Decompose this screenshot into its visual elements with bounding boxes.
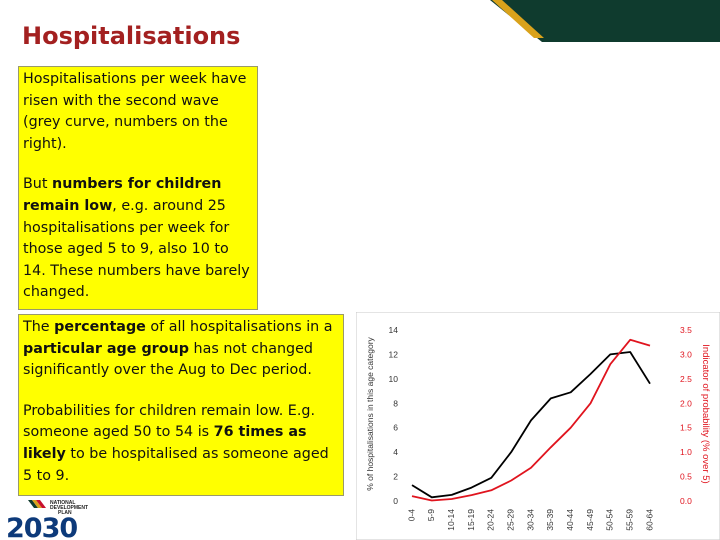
paragraph-children: But numbers for children remain low, e.g… — [23, 176, 250, 301]
age-hospitalisation-chart: % of hospitalisations in this age catego… — [356, 312, 720, 540]
x-tick-label: 55-59 — [624, 509, 634, 531]
text-box-percentage: The percentage of all hospitalisations i… — [18, 314, 344, 496]
y-left-tick-label: 2 — [393, 472, 398, 482]
logo-line3: PLAN — [58, 510, 72, 516]
y-left-tick-label: 6 — [393, 423, 398, 433]
header-decoration — [490, 0, 720, 42]
x-tick-label: 0-4 — [406, 509, 416, 522]
y-right-tick-label: 3.0 — [680, 349, 692, 359]
x-tick-label: 35-39 — [545, 509, 555, 531]
x-axis-ticks: 0-4 5-9 10-14 15-19 20-24 25-29 30-34 35-39 40-4… — [406, 509, 654, 531]
y-right-tick-label: 1.0 — [680, 447, 692, 457]
y-left-tick-label: 4 — [393, 447, 398, 457]
logo-year: 2030 — [6, 513, 77, 540]
y-axis-left-ticks: 0 2 4 6 8 10 12 14 — [389, 325, 399, 506]
x-tick-label: 15-19 — [466, 509, 476, 531]
header-decoration-green — [490, 0, 720, 42]
paragraph-weekly: Hospitalisations per week have risen wit… — [23, 71, 247, 152]
y-left-tick-label: 14 — [389, 325, 399, 335]
logo-line2: DEVELOPMENT — [50, 505, 88, 511]
y-right-tick-label: 2.5 — [680, 374, 692, 384]
y-axis-left-label: % of hospitalisations in this age catego… — [365, 336, 375, 490]
text-box-hospitalisations: Hospitalisations per week have risen wit… — [18, 66, 258, 310]
y-right-tick-label: 1.5 — [680, 423, 692, 433]
x-tick-label: 5-9 — [426, 509, 436, 522]
x-tick-label: 25-29 — [505, 509, 515, 531]
x-tick-label: 45-49 — [585, 509, 595, 531]
paragraph-percentage: The percentage of all hospitalisations i… — [23, 319, 333, 379]
y-right-tick-label: 2.0 — [680, 398, 692, 408]
x-tick-label: 30-34 — [525, 509, 535, 531]
x-tick-label: 10-14 — [446, 509, 456, 531]
y-left-tick-label: 10 — [389, 374, 399, 384]
y-left-tick-label: 12 — [389, 349, 399, 359]
y-right-tick-label: 0.5 — [680, 472, 692, 482]
y-right-tick-label: 0.0 — [680, 496, 692, 506]
chart-series — [411, 338, 651, 502]
y-left-tick-label: 0 — [393, 496, 398, 506]
x-tick-label: 50-54 — [605, 509, 615, 531]
ndp-2030-logo: NATIONAL DEVELOPMENT PLAN 2030 — [6, 500, 88, 540]
y-left-tick-label: 8 — [393, 398, 398, 408]
series-line-2 — [411, 338, 651, 502]
x-tick-label: 40-44 — [565, 509, 575, 531]
paragraph-probabilities: Probabilities for children remain low. E… — [23, 402, 329, 484]
y-axis-right-ticks: 0.0 0.5 1.0 1.5 2.0 2.5 3.0 3.5 — [680, 325, 692, 506]
chart-frame — [356, 312, 720, 540]
slide-title: Hospitalisations — [22, 22, 241, 50]
y-axis-right-label: Indicator of probability (% over 5) — [700, 344, 711, 483]
x-tick-label: 20-24 — [486, 509, 496, 531]
logo-line1: NATIONAL — [50, 500, 75, 506]
x-tick-label: 60-64 — [644, 509, 654, 531]
header-decoration-gold — [492, 0, 544, 38]
series-line-1 — [411, 351, 651, 499]
y-right-tick-label: 3.5 — [680, 325, 692, 335]
